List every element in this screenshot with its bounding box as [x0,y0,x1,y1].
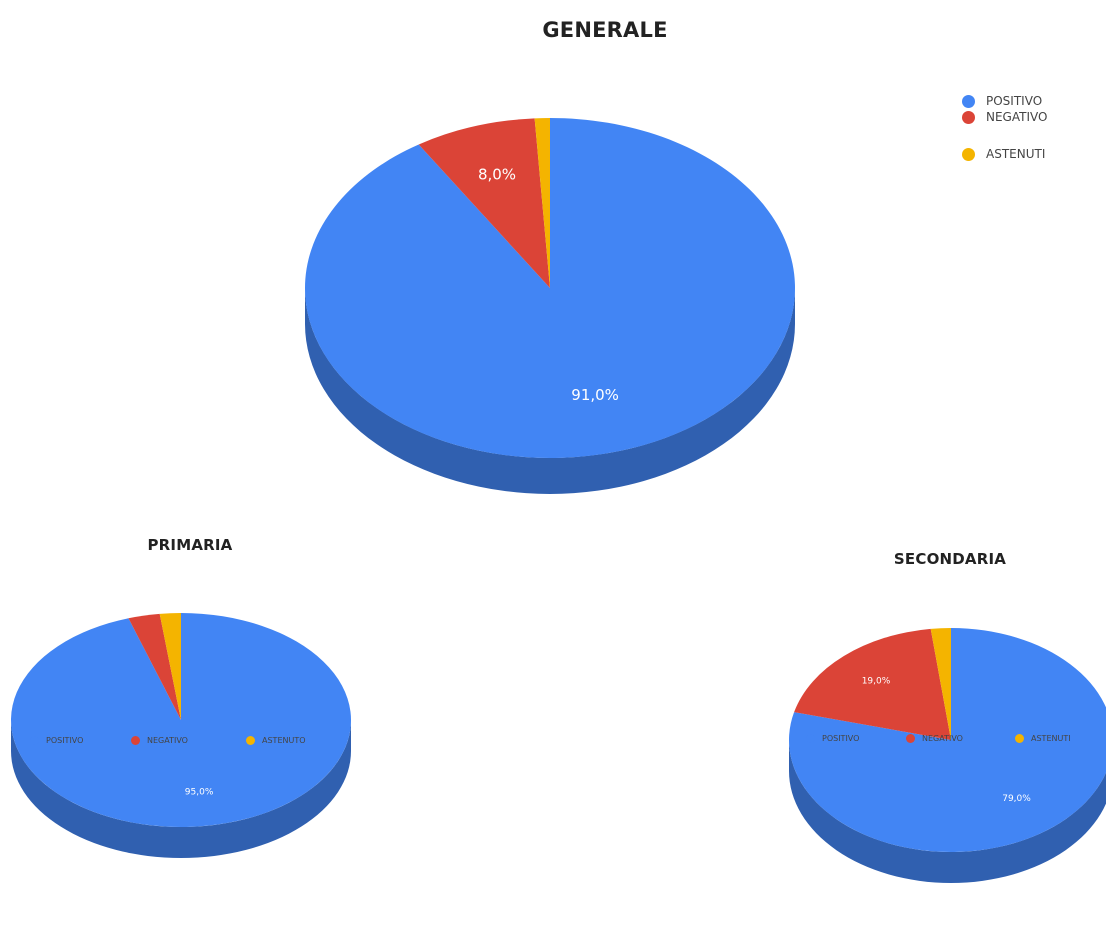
legend-item[interactable]: NEGATIVO [906,734,963,743]
legend-swatch [1015,734,1024,743]
pie-chart-primaria: PRIMARIA 95,0% POSITIVO NEGATIVO ASTENUT… [0,520,380,949]
legend-item[interactable]: POSITIVO [806,734,859,743]
legend-swatch [131,736,140,745]
legend-label: POSITIVO [822,734,860,743]
chart-title: GENERALE [542,18,668,42]
chart-title: SECONDARIA [893,550,1007,568]
legend-label: NEGATIVO [147,736,188,745]
legend-swatch [30,736,39,745]
legend-swatch [962,147,975,161]
legend-item[interactable]: ASTENUTI [962,147,1045,161]
legend-item[interactable]: ASTENUTO [246,736,306,745]
legend-item[interactable]: NEGATIVO [131,736,188,745]
legend-swatch [962,94,975,108]
data-label: 19,0% [862,677,891,687]
legend-label: ASTENUTI [1031,734,1071,743]
legend-label: NEGATIVO [922,734,963,743]
legend-label: ASTENUTI [986,147,1046,161]
legend-label: NEGATIVO [986,110,1048,124]
legend-item[interactable]: NEGATIVO [962,110,1047,124]
pie-slice-negativo[interactable] [128,613,181,720]
legend-label: POSITIVO [986,94,1043,108]
pie-slice-side [11,720,351,858]
legend-swatch [906,734,915,743]
legend-label: ASTENUTO [262,736,306,745]
data-label: 79,0% [1002,794,1031,804]
pie-chart-generale: GENERALE 91,0% 8,0% POSITIVO NEGATIVO AST… [304,18,1047,494]
chart-title: PRIMARIA [147,536,233,554]
data-label: 8,0% [478,165,516,183]
data-label: 95,0% [185,787,214,797]
legend-item[interactable]: ASTENUTI [1015,734,1071,743]
pie-chart-secondaria: SECONDARIA 79,0% 19,0% POSITIVO NEGATIVO … [760,520,1106,949]
legend-swatch [806,734,815,743]
legend-label: POSITIVO [46,736,84,745]
pie-slice-astenuti[interactable] [534,118,550,288]
legend-item[interactable]: POSITIVO [30,736,83,745]
legend-swatch [246,736,255,745]
pie-slice-side [305,288,795,494]
data-label: 91,0% [571,386,619,404]
pie-slice-positivo[interactable] [789,628,1106,852]
pie-slice-astenuti[interactable] [930,628,951,740]
pie-slice-negativo[interactable] [794,628,951,740]
legend-item[interactable]: POSITIVO [962,94,1042,108]
pie-slice-side [789,740,1106,883]
pie-plot: 91,0% 8,0% [304,118,795,494]
pie-plot: 95,0% [10,613,351,858]
pie-slice-negativo[interactable] [418,118,550,289]
pie-slice-astenuto[interactable] [159,613,181,720]
pie-plot: 79,0% 19,0% [789,628,1106,883]
legend-swatch [962,110,975,124]
